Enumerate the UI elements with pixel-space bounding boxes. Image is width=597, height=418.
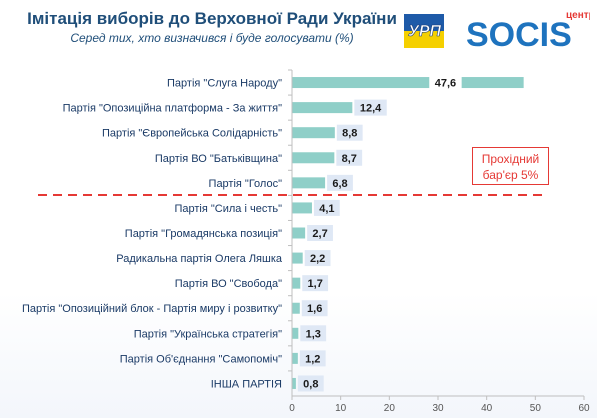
category-label: Партія "Українська стратегія" bbox=[134, 328, 282, 340]
category-label: ІНША ПАРТІЯ bbox=[211, 378, 282, 390]
value-label-bg bbox=[307, 225, 333, 241]
value-label: 47,6 bbox=[435, 78, 456, 90]
bar bbox=[292, 227, 306, 239]
bars-layer: Партія "Слуга Народу" 47,6 Партія "Опозиці… bbox=[22, 74, 524, 392]
x-tick-label: 20 bbox=[384, 403, 396, 414]
value-label: 2,2 bbox=[310, 253, 325, 265]
value-label: 1,7 bbox=[308, 278, 323, 290]
socis-logo-small: центр bbox=[566, 10, 590, 21]
socis-logo-brand: SOCIS bbox=[466, 16, 572, 54]
bar bbox=[292, 152, 335, 164]
category-label: Партія ВО "Свобода" bbox=[175, 278, 282, 290]
category-label: Партія "Сила і честь" bbox=[174, 203, 282, 215]
ticks-layer: 0 10 20 30 40 50 60 bbox=[288, 69, 590, 414]
x-tick-label: 30 bbox=[432, 403, 444, 414]
bar bbox=[292, 252, 303, 264]
value-label-bg bbox=[429, 74, 462, 91]
category-label: Партія "Слуга Народу" bbox=[167, 78, 282, 90]
category-label: Партія "Голос" bbox=[209, 178, 283, 190]
chart-subtitle: Серед тих, хто визначився і буде голосув… bbox=[70, 31, 354, 45]
category-label: Партія Об'єднання "Самопоміч" bbox=[120, 353, 282, 365]
value-label: 12,4 bbox=[360, 103, 382, 115]
bar bbox=[292, 327, 299, 339]
value-label-bg bbox=[297, 375, 324, 392]
socis-logo: центр SOCIS bbox=[466, 10, 590, 54]
value-label: 8,7 bbox=[342, 153, 357, 165]
chart-title: Імітація виборів до Верховної Ради Украї… bbox=[27, 9, 397, 28]
value-label-bg bbox=[327, 174, 353, 191]
category-label: Радикальна партія Олега Ляшка bbox=[116, 253, 283, 265]
value-label: 1,3 bbox=[306, 328, 321, 340]
urp-logo-text: УРП bbox=[408, 23, 442, 40]
value-label-bg bbox=[336, 124, 363, 141]
value-label-bg bbox=[301, 300, 328, 317]
bar bbox=[292, 127, 335, 139]
category-label: Партія "Європейська Солідарність" bbox=[102, 128, 282, 140]
bar bbox=[292, 277, 301, 289]
bar bbox=[292, 177, 326, 189]
value-label: 4,1 bbox=[319, 203, 334, 215]
bar bbox=[292, 77, 524, 89]
value-label: 8,8 bbox=[342, 128, 357, 140]
bar bbox=[292, 202, 312, 214]
bar bbox=[292, 377, 296, 389]
x-tick-label: 50 bbox=[530, 403, 542, 414]
value-label-bg bbox=[300, 325, 327, 342]
category-label: Партія "Опозиційний блок - Партія миру і… bbox=[22, 303, 282, 315]
value-label-bg bbox=[354, 99, 387, 116]
value-label-bg bbox=[313, 199, 340, 216]
x-tick-label: 40 bbox=[481, 403, 493, 414]
category-label: Партія ВО "Батьківщина" bbox=[155, 153, 282, 165]
x-tick-label: 10 bbox=[335, 403, 347, 414]
value-label: 2,7 bbox=[312, 228, 327, 240]
value-label: 1,2 bbox=[305, 353, 320, 365]
bar bbox=[292, 352, 298, 364]
category-label: Партія "Опозиційна платформа - За життя" bbox=[63, 103, 283, 115]
value-label: 1,6 bbox=[307, 303, 322, 315]
value-label-bg bbox=[302, 275, 329, 292]
value-label-bg bbox=[336, 149, 363, 166]
barrier-label-line2: бар'єр 5% bbox=[482, 168, 539, 182]
category-label: Партія "Громадянська позиція" bbox=[125, 228, 282, 240]
x-tick-label: 60 bbox=[578, 403, 590, 414]
barrier-label-line1: Прохідний bbox=[481, 152, 540, 166]
barrier-label: Прохідний бар'єр 5% bbox=[472, 147, 549, 185]
urp-logo: УРП bbox=[404, 14, 444, 48]
value-label: 6,8 bbox=[332, 178, 347, 190]
logos: УРП центр SOCIS bbox=[400, 6, 590, 54]
value-label-bg bbox=[304, 250, 331, 267]
bar bbox=[292, 102, 353, 114]
value-label: 0,8 bbox=[303, 378, 318, 390]
x-tick-label: 0 bbox=[289, 403, 295, 414]
value-label-bg bbox=[299, 350, 326, 367]
bar bbox=[292, 302, 300, 314]
